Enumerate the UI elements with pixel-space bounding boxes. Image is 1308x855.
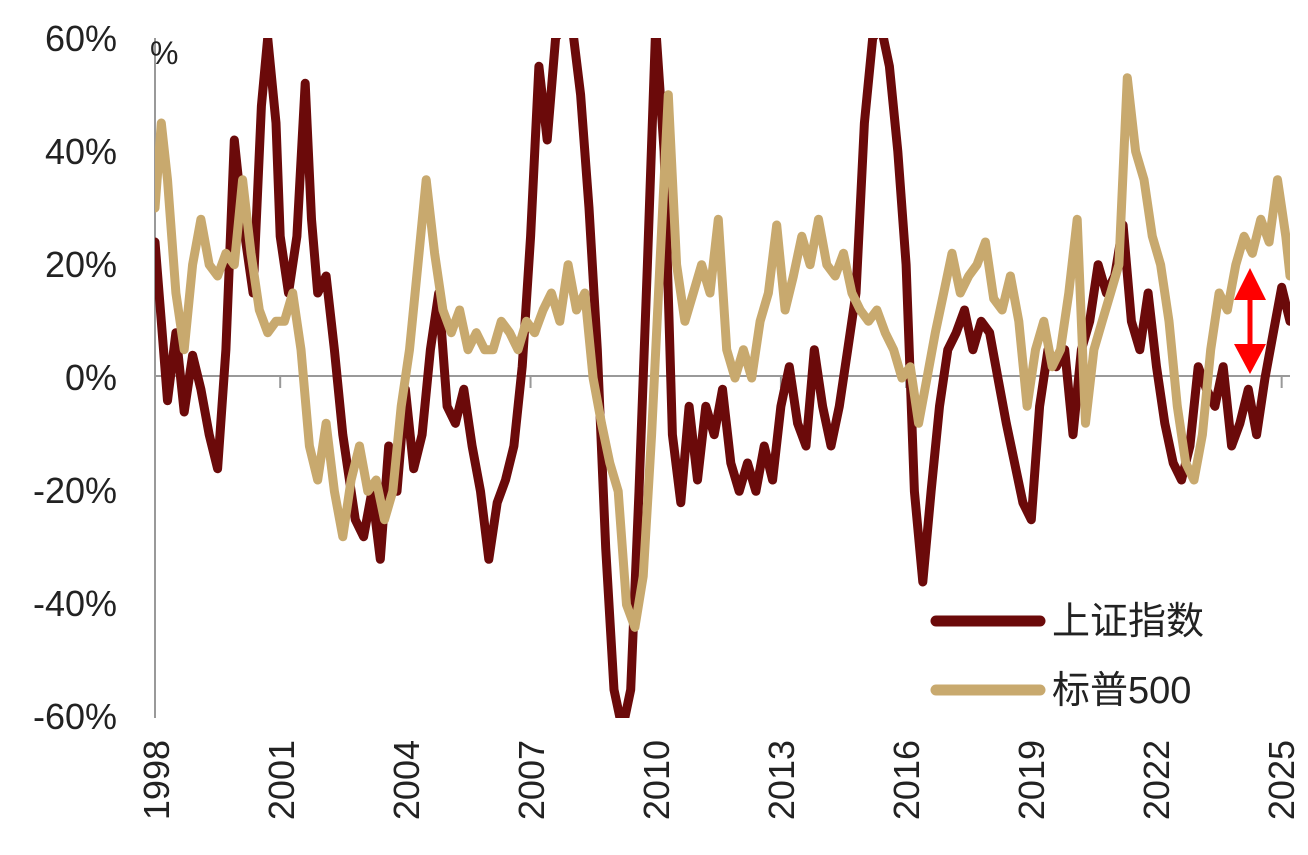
y-tick-label-neg40: -40% bbox=[33, 583, 117, 624]
series-line-shanghai-composite bbox=[155, 38, 1290, 718]
y-tick-label-neg60: -60% bbox=[33, 696, 117, 737]
x-tick-label-2004: 2004 bbox=[386, 740, 427, 820]
x-tick-label-2001: 2001 bbox=[261, 740, 302, 820]
x-tick-label-2016: 2016 bbox=[886, 740, 927, 820]
legend-label-shanghai-composite: 上证指数 bbox=[1052, 601, 1204, 643]
x-tick-label-2022: 2022 bbox=[1136, 740, 1177, 820]
gap-arrow-head-up bbox=[1234, 268, 1266, 300]
x-tick-label-2019: 2019 bbox=[1011, 740, 1052, 820]
x-tick-label-2007: 2007 bbox=[511, 740, 552, 820]
gap-arrow-annotation bbox=[1234, 268, 1266, 374]
x-tick-label-2013: 2013 bbox=[761, 740, 802, 820]
y-tick-label-40: 40% bbox=[45, 131, 117, 172]
legend-label-sp500: 标普500 bbox=[1052, 670, 1191, 712]
series-line-sp500 bbox=[155, 73, 1290, 632]
x-tick-label-2025: 2025 bbox=[1261, 740, 1302, 820]
y-tick-label-neg20: -20% bbox=[33, 470, 117, 511]
x-tick-label-1998: 1998 bbox=[136, 740, 177, 820]
y-unit-label: % bbox=[150, 35, 178, 71]
y-tick-labels: 60% 40% 20% 0% -20% -40% -60% bbox=[33, 18, 117, 737]
x-tick-marks bbox=[154, 376, 1283, 388]
x-tick-label-2010: 2010 bbox=[636, 740, 677, 820]
y-tick-label-0: 0% bbox=[65, 357, 117, 398]
y-tick-label-60: 60% bbox=[45, 18, 117, 59]
gap-arrow-head-down bbox=[1234, 344, 1266, 374]
x-tick-labels: 1998 2001 2004 2007 2010 2013 2016 2019 … bbox=[136, 740, 1302, 820]
y-tick-label-20: 20% bbox=[45, 244, 117, 285]
legend: 上证指数 标普500 bbox=[930, 601, 1204, 712]
